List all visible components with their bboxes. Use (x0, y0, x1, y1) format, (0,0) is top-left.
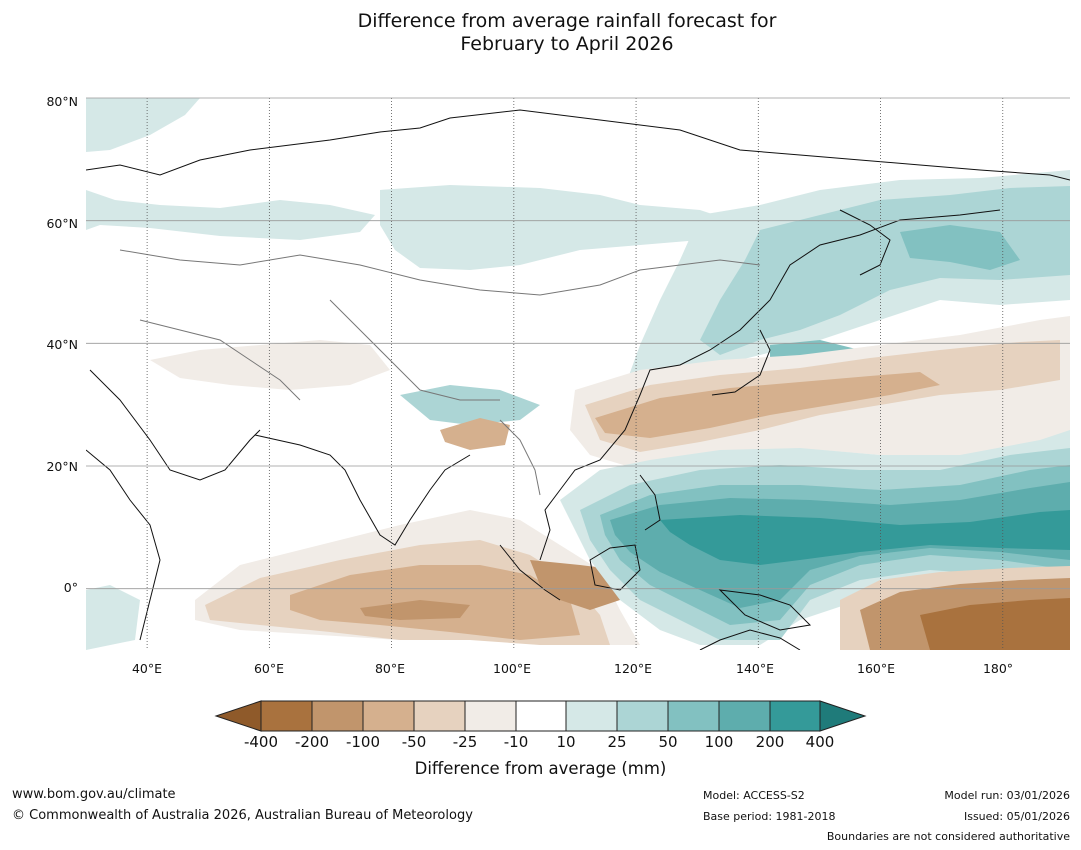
title-line-2: February to April 2026 (460, 33, 674, 55)
lon-label-180: 180° (982, 661, 1014, 676)
colorbar-tick: 25 (607, 733, 627, 751)
coast-australia (699, 629, 801, 650)
colorbar-tick: 200 (755, 733, 785, 751)
coast-africa (86, 449, 161, 641)
colorbar-bin-3 (362, 700, 415, 732)
colorbar-bin-2 (311, 700, 364, 732)
colorbar-bin-5 (464, 700, 517, 732)
lon-label-160e: 160°E (856, 661, 896, 676)
colorbar-extend-high (819, 700, 867, 732)
field-arctic-wet-2 (86, 190, 375, 240)
border-seasia (499, 419, 541, 496)
lon-label-100e: 100°E (492, 661, 532, 676)
field-himalaya-dry (150, 340, 390, 390)
rainfall-anomaly-map (86, 97, 1070, 650)
copyright-text: © Commonwealth of Australia 2026, Austra… (12, 808, 473, 823)
border-mideast (139, 319, 301, 401)
coast-east-asia (539, 209, 1001, 561)
lat-label-60n: 60°N (46, 216, 78, 231)
field-wpac-wet-5 (660, 510, 1070, 565)
colorbar-tick: 50 (658, 733, 678, 751)
coast-newguinea (718, 589, 812, 631)
country-borders (119, 249, 761, 496)
colorbar-tick: 10 (556, 733, 576, 751)
colorbar-tick: -10 (503, 733, 529, 751)
colorbar-tick: -200 (294, 733, 330, 751)
coastlines (86, 109, 1070, 650)
field-arctic-wet (86, 98, 200, 152)
lat-label-20n: 20°N (46, 459, 78, 474)
coast-philippines (639, 474, 661, 531)
colorbar-tick: -25 (452, 733, 478, 751)
lon-label-80e: 80°E (374, 661, 406, 676)
field-northpac-wet-2 (700, 186, 1070, 355)
colorbar-bin-7 (565, 700, 618, 732)
coast-arabia (89, 369, 261, 481)
lon-label-60e: 60°E (253, 661, 285, 676)
colorbar-tick: 100 (704, 733, 734, 751)
colorbar-bin-4 (413, 700, 466, 732)
field-northpac-wet-3 (900, 225, 1020, 270)
colorbar-tick: -400 (243, 733, 279, 751)
lat-label-40n: 40°N (46, 337, 78, 352)
title-line-1: Difference from average rainfall forecas… (357, 10, 777, 32)
colorbar-bin-6 (515, 700, 567, 732)
colorbar-bin-10 (718, 700, 771, 732)
graticule (86, 97, 1070, 650)
coast-borneo (589, 544, 641, 591)
model-name: Model: ACCESS-S2 (703, 789, 805, 802)
field-bengal-dry (440, 418, 510, 450)
coast-asia-north (86, 109, 1070, 181)
border-china-west (329, 299, 500, 401)
chart-title: Difference from average rainfall forecas… (0, 10, 1081, 56)
border-russia-south (119, 249, 761, 296)
lat-label-0: 0° (63, 580, 78, 595)
colorbar-bin-11 (769, 700, 821, 732)
colorbar-tick: 400 (805, 733, 835, 751)
field-west-wet (86, 585, 140, 650)
colorbar-bin-9 (667, 700, 720, 732)
issued-date: Issued: 05/01/2026 (963, 810, 1070, 823)
model-run-date: Model run: 03/01/2026 (944, 789, 1070, 802)
colorbar-extend-low (214, 700, 262, 732)
field-indianocean-dry-4 (360, 600, 470, 620)
boundaries-disclaimer: Boundaries are not considered authoritat… (826, 830, 1070, 843)
colorbar-bin-8 (616, 700, 669, 732)
lon-label-40e: 40°E (131, 661, 163, 676)
field-siberia-wet (380, 185, 730, 270)
base-period: Base period: 1981-2018 (703, 810, 836, 823)
field-nwpac-dry-3 (595, 372, 940, 438)
lon-label-120e: 120°E (613, 661, 653, 676)
coast-kamchatka (839, 209, 891, 276)
colorbar-tick: -50 (401, 733, 427, 751)
website-link[interactable]: www.bom.gov.au/climate (12, 787, 176, 802)
anomaly-fields (86, 98, 1070, 650)
lon-label-140e: 140°E (735, 661, 775, 676)
coast-sumatra (499, 544, 561, 601)
coast-india (254, 434, 471, 546)
colorbar-tick: -100 (345, 733, 381, 751)
field-himalaya-wet (400, 385, 540, 425)
colorbar-label: Difference from average (mm) (414, 759, 667, 778)
field-spac-dry-3 (920, 598, 1070, 650)
colorbar-bin-1 (260, 700, 313, 732)
lat-label-80n: 80°N (46, 94, 78, 109)
